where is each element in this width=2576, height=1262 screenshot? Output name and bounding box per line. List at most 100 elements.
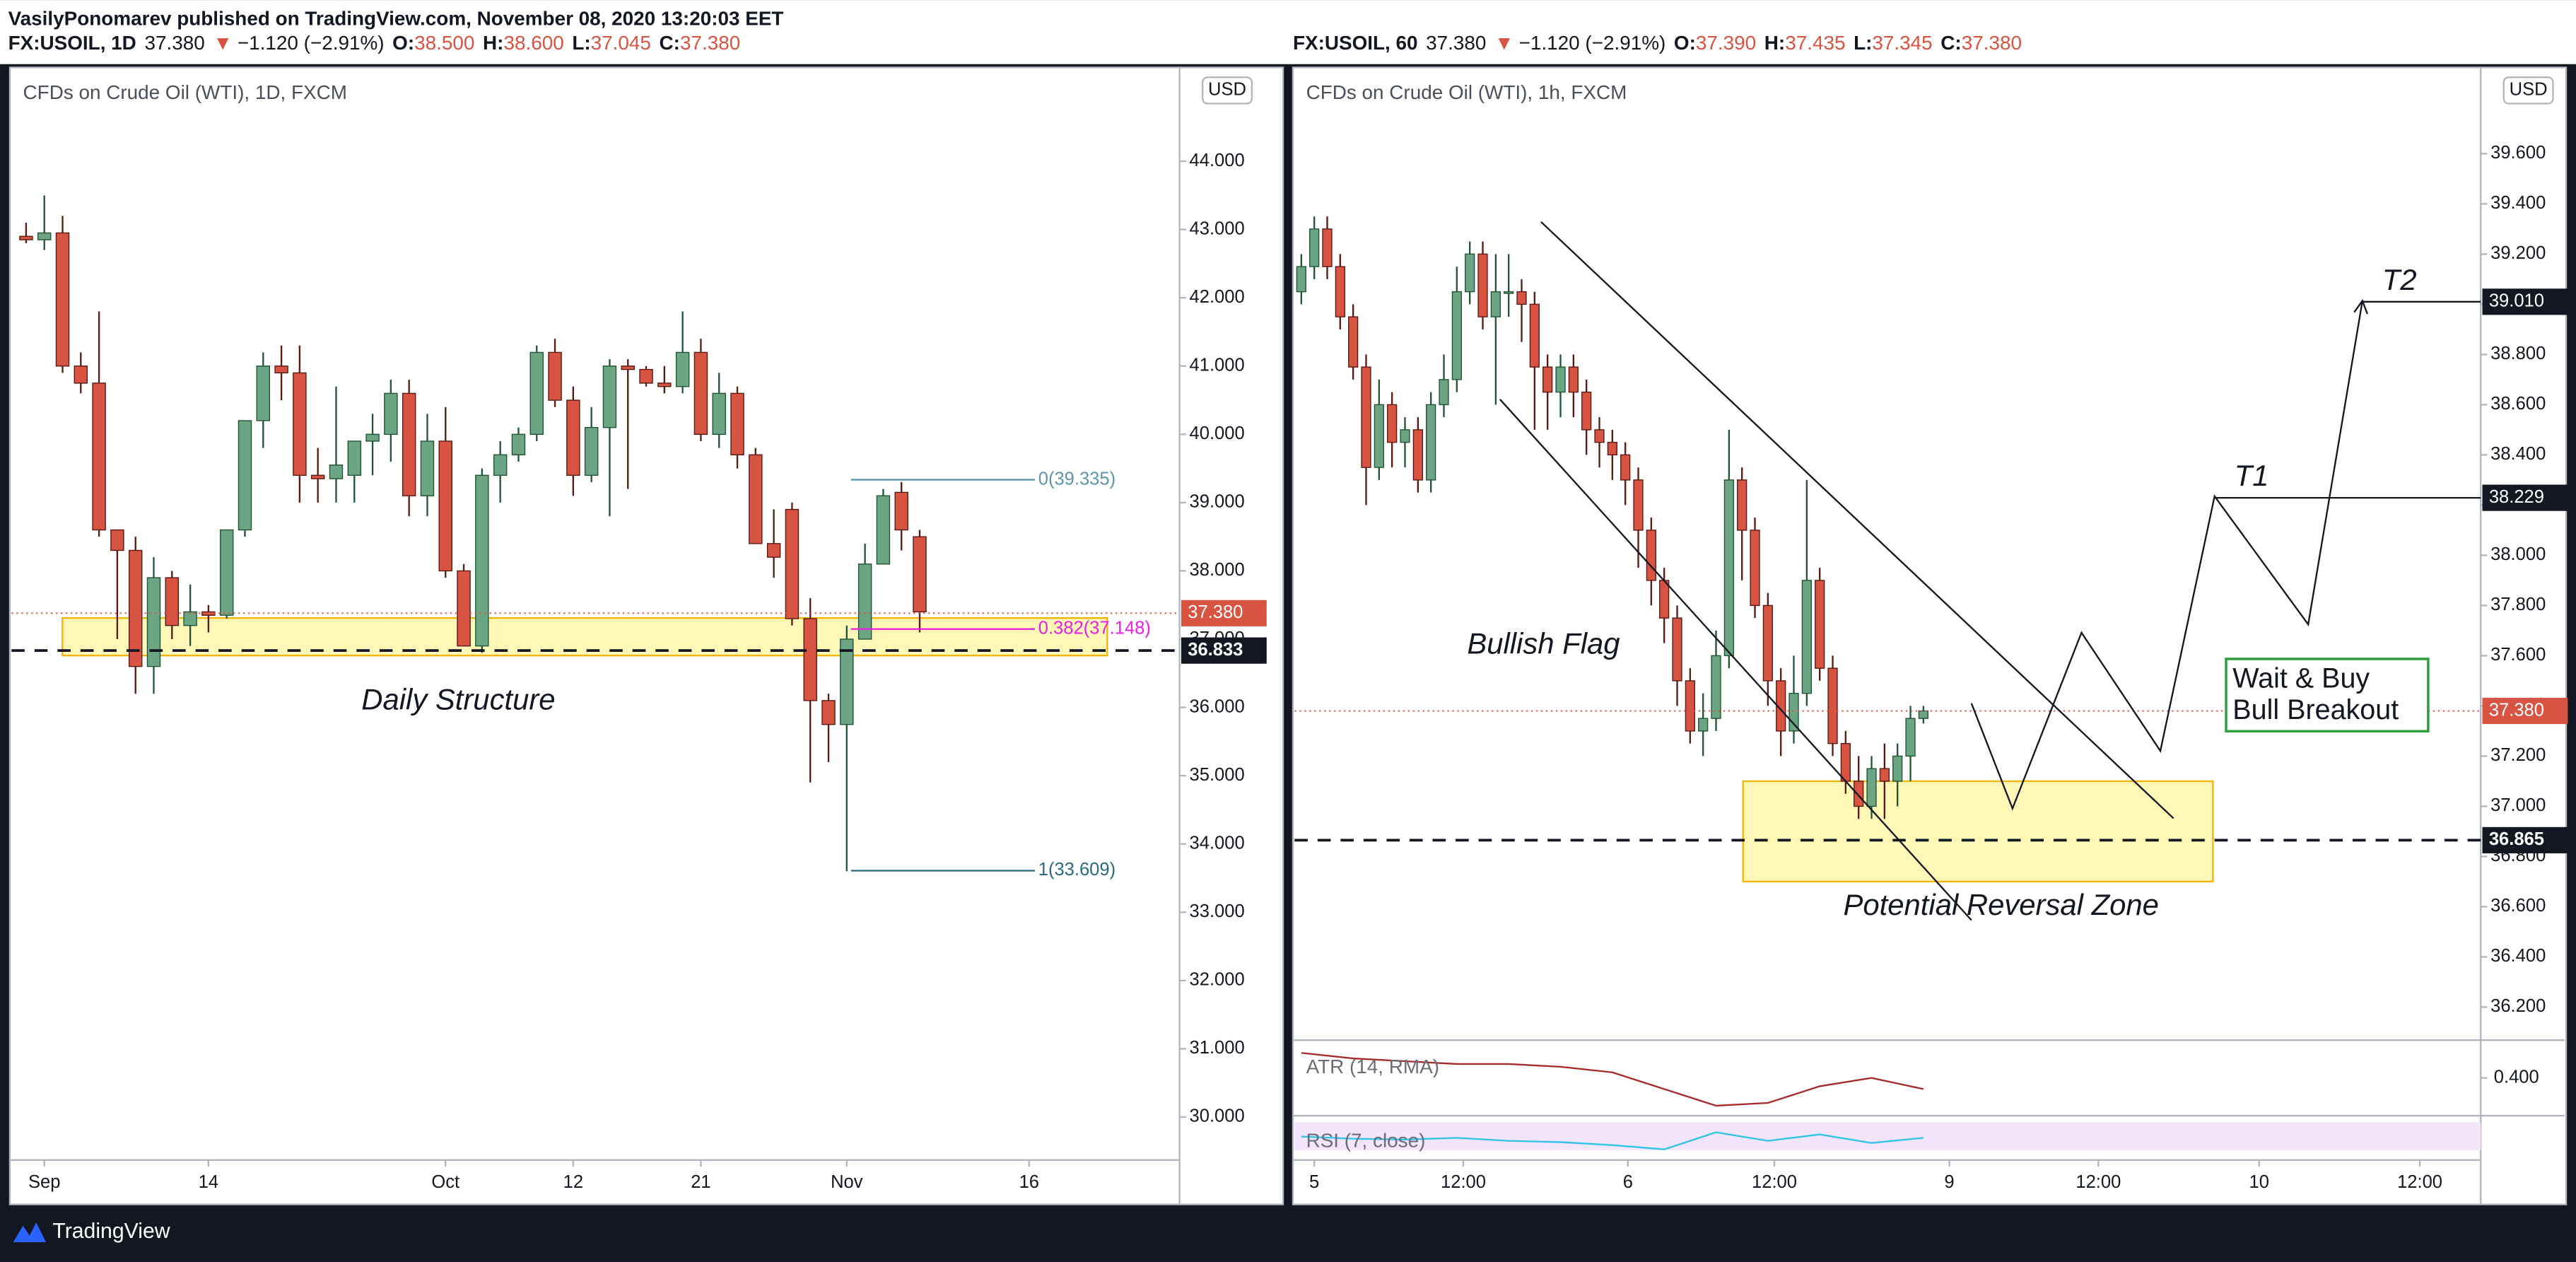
y-tick-label: 37.600 <box>2490 645 2546 665</box>
symbol-legend: FX:USOIL, 1D 37.380 ▼ −1.120 (−2.91%) O:38.5… <box>8 32 741 54</box>
y-tick-label: 36.000 <box>1190 696 1245 716</box>
candle-body <box>1309 228 1320 267</box>
y-tick-label: 36.600 <box>2490 896 2546 916</box>
candle-body <box>1555 366 1566 393</box>
target-name: T2 <box>2382 263 2417 296</box>
candle-body <box>876 495 891 565</box>
candle-body <box>493 454 508 476</box>
last-price-label: 37.380 <box>2489 700 2544 720</box>
candle-body <box>1711 655 1721 719</box>
brand: TradingView <box>52 1220 170 1243</box>
candle-body <box>1854 781 1864 807</box>
candle-body <box>128 549 143 667</box>
candle-body <box>384 392 398 436</box>
candle-body <box>821 700 836 725</box>
x-tick-label: 21 <box>691 1172 710 1192</box>
candle-body <box>1801 580 1812 694</box>
candle-body <box>1426 404 1436 481</box>
candle-body <box>1788 692 1799 732</box>
ohlc-label: L: <box>1854 32 1872 54</box>
candle-body <box>256 366 271 421</box>
candle-body <box>766 543 781 558</box>
candle-body <box>1815 580 1825 669</box>
x-tick-label: 16 <box>1019 1172 1039 1192</box>
change: −1.120 (−2.91%) <box>1519 32 1666 54</box>
fib-label: 0.382(37.148) <box>1038 618 1151 638</box>
candle-body <box>566 399 580 476</box>
candle-body <box>1477 253 1488 317</box>
y-tick-label: 38.600 <box>2490 394 2546 414</box>
arrow-head <box>2353 298 2368 315</box>
x-tick-label: Oct <box>431 1172 459 1192</box>
candle-body <box>1335 266 1345 317</box>
y-tick-label: 39.000 <box>1190 492 1245 512</box>
ohlc-value: 37.045 <box>591 32 651 54</box>
ohlc-value: 37.380 <box>1962 32 2022 54</box>
candle-body <box>1516 291 1527 305</box>
candle-body <box>329 465 344 479</box>
logo-icon <box>13 1222 47 1243</box>
currency-badge <box>1201 76 1253 105</box>
candle-body <box>548 351 562 401</box>
candle-body <box>803 618 817 701</box>
y-tick-label: 31.000 <box>1190 1038 1245 1058</box>
support-label: 36.833 <box>1188 640 1243 660</box>
candle-body <box>347 440 361 476</box>
indicator-name: RSI (7, close) <box>1306 1130 1426 1152</box>
change-arrow: ▼ <box>213 32 233 54</box>
candle-body <box>529 351 544 436</box>
candle-body <box>310 474 325 479</box>
note-line: Wait & Buy <box>2232 663 2370 694</box>
y-tick-label: 38.400 <box>2490 444 2546 464</box>
candle-body <box>1374 404 1384 468</box>
ohlc-value: 37.380 <box>680 32 740 54</box>
symbol-legend: FX:USOIL, 60 37.380 ▼ −1.120 (−2.91%) O:37.3… <box>1293 32 2022 54</box>
y-tick-label: 35.000 <box>1190 765 1245 785</box>
y-tick-label: 39.600 <box>2490 143 2546 163</box>
candle-body <box>1594 429 1605 443</box>
symbol: FX:USOIL, 1D <box>8 32 136 54</box>
candle-body <box>1905 718 1916 757</box>
x-tick-label: Nov <box>831 1172 863 1192</box>
candle-body <box>146 577 161 667</box>
candle-body <box>219 529 234 616</box>
right-panel <box>1292 66 2568 1205</box>
candle-body <box>1750 530 1760 607</box>
target-label: 38.229 <box>2489 487 2544 507</box>
x-tick-label: 12:00 <box>2076 1172 2121 1192</box>
candle-body <box>1918 710 1928 719</box>
candle-body <box>785 508 800 619</box>
candle-body <box>1737 479 1747 531</box>
candle-body <box>913 536 927 613</box>
indicator-tick-label: 0.400 <box>2494 1067 2539 1087</box>
candle-body <box>1633 479 1644 531</box>
candle-body <box>749 454 763 544</box>
last-price-box <box>2482 697 2568 725</box>
candle-body <box>1322 228 1333 267</box>
ohlc-label: C: <box>1940 32 1961 54</box>
candle-body <box>1827 667 1838 744</box>
candle-body <box>457 570 471 647</box>
currency: USD <box>2510 80 2548 100</box>
candle-body <box>1361 366 1371 468</box>
ohlc-label: O: <box>1674 32 1696 54</box>
candle-body <box>274 366 288 374</box>
candle-body <box>1348 316 1359 368</box>
candle-body <box>74 366 88 384</box>
candle-body <box>1465 253 1475 293</box>
rsi-band <box>1294 1122 2481 1150</box>
y-tick-label: 37.200 <box>2490 745 2546 765</box>
target-name: T1 <box>2235 459 2269 492</box>
candle-body <box>1529 303 1540 368</box>
support-label: 36.865 <box>2489 829 2544 849</box>
candle-body <box>92 382 106 531</box>
x-tick-label: 12:00 <box>1441 1172 1486 1192</box>
annotation: Daily Structure <box>361 682 555 715</box>
candle-body <box>238 420 252 531</box>
candle-body <box>55 232 70 367</box>
y-tick-label: 37.800 <box>2490 595 2546 614</box>
y-tick-label: 32.000 <box>1190 970 1245 990</box>
candle-body <box>475 474 489 647</box>
symbol: FX:USOIL, 60 <box>1293 32 1418 54</box>
